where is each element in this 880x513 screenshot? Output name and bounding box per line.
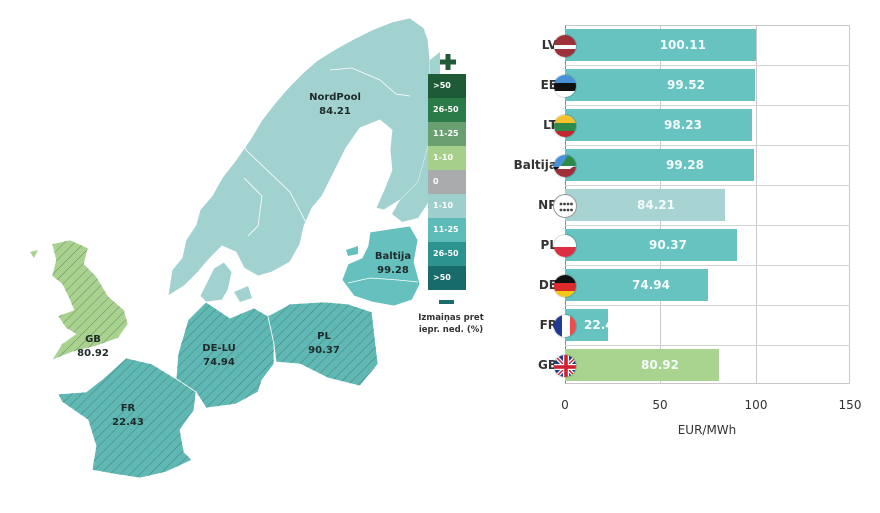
x-tick: 100: [744, 398, 768, 412]
label-gb: GB 80.92: [77, 333, 109, 361]
row-divider: [565, 305, 850, 306]
region-name: Baltija: [374, 251, 412, 262]
region-value: 84.21: [319, 106, 351, 117]
baltic-flag-icon: [553, 154, 577, 178]
region-value: 22.43: [112, 417, 144, 428]
legend-cell: 26-50: [428, 98, 466, 122]
latvia-flag-icon: [553, 34, 577, 58]
label-fr: FR 22.43: [112, 402, 144, 430]
region-value: 80.92: [77, 348, 109, 359]
bar-lv[interactable]: 100.11: [565, 29, 756, 61]
change-legend: >50 26-50 11-25 1-10 0 1-10 11-25 26-50 …: [428, 74, 466, 290]
legend-cell: 0: [428, 170, 466, 194]
price-bar-chart: LV 100.11 EE 99.52 LT 98.23 Baltija 99.2…: [500, 0, 880, 513]
category-label: NP: [538, 198, 557, 212]
bar-value-label: 74.94: [632, 278, 670, 292]
bar-row-lv: LV 100.11: [500, 25, 880, 65]
gridline-100: [756, 25, 757, 384]
row-divider: [565, 345, 850, 346]
region-value: 99.28: [377, 265, 409, 276]
region-name: FR: [120, 403, 136, 414]
uk-flag-icon: [553, 354, 577, 378]
row-divider: [565, 65, 850, 66]
minus-icon: [439, 300, 454, 304]
bar-row-fr: FR 22.4: [500, 305, 880, 345]
category-label: FR: [539, 318, 557, 332]
row-divider: [565, 185, 850, 186]
legend-caption-line: Izmaiņas pret: [418, 313, 484, 323]
legend-cell: 11-25: [428, 122, 466, 146]
x-tick: 50: [652, 398, 668, 412]
region-pl[interactable]: [267, 301, 379, 387]
bar-value-label: 22.4: [584, 318, 608, 332]
category-label: Baltija: [513, 158, 557, 172]
label-nordpool: NordPool 84.21: [309, 91, 361, 119]
legend-caption-line: iepr. ned. (%): [418, 325, 484, 335]
france-flag-icon: [553, 314, 577, 338]
poland-flag-icon: [553, 234, 577, 258]
row-divider: [565, 265, 850, 266]
bar-row-gb: GB 80.92: [500, 345, 880, 385]
category-label: PL: [540, 238, 557, 252]
row-divider: [565, 105, 850, 106]
germany-flag-icon: [553, 274, 577, 298]
bar-row-ee: EE 99.52: [500, 65, 880, 105]
label-baltija: Baltija 99.28: [375, 250, 411, 278]
plus-icon: [440, 54, 456, 70]
region-value: 74.94: [203, 357, 235, 368]
bar-row-pl: PL 90.37: [500, 225, 880, 265]
region-baltija[interactable]: [341, 225, 421, 307]
region-name: NordPool: [309, 92, 361, 103]
legend-cell: 1-10: [428, 146, 466, 170]
legend-cell: 11-25: [428, 218, 466, 242]
x-axis-label: EUR/MWh: [677, 423, 737, 437]
bar-row-de: DE 74.94: [500, 265, 880, 305]
category-label: EE: [540, 78, 557, 92]
region-name: DE-LU: [202, 343, 236, 354]
bar-value-label: 100.11: [659, 38, 706, 52]
bar-value-label: 90.37: [649, 238, 687, 252]
legend-caption: Izmaiņas pret iepr. ned. (%): [404, 312, 498, 336]
bar-np[interactable]: 84.21: [565, 189, 725, 221]
estonia-flag-icon: [553, 74, 577, 98]
bar-row-lt: LT 98.23: [500, 105, 880, 145]
bar-baltija[interactable]: 99.28: [565, 149, 754, 181]
region-gb[interactable]: [30, 239, 129, 361]
bar-gb[interactable]: 80.92: [565, 349, 719, 381]
label-pl: PL 90.37: [308, 330, 340, 358]
bar-row-baltija: Baltija 99.28: [500, 145, 880, 185]
legend-cell: 26-50: [428, 242, 466, 266]
bar-value-label: 98.23: [664, 118, 702, 132]
x-tick: 150: [838, 398, 862, 412]
region-name: PL: [317, 331, 331, 342]
region-de-lu[interactable]: [175, 301, 275, 409]
region-fr[interactable]: [57, 357, 197, 479]
x-tick: 0: [561, 398, 569, 412]
legend-cell: >50: [428, 266, 466, 290]
category-label: GB: [538, 358, 557, 372]
bar-de[interactable]: 74.94: [565, 269, 708, 301]
legend-cell: >50: [428, 74, 466, 98]
bar-value-label: 99.52: [667, 78, 705, 92]
row-divider: [565, 145, 850, 146]
row-divider: [565, 225, 850, 226]
bar-value-label: 99.28: [666, 158, 704, 172]
bar-pl[interactable]: 90.37: [565, 229, 737, 261]
nordpool-logo-icon: [553, 194, 577, 218]
category-label: DE: [538, 278, 557, 292]
bar-lt[interactable]: 98.23: [565, 109, 752, 141]
europe-map-svg: [30, 17, 440, 479]
label-de-lu: DE-LU 74.94: [202, 342, 235, 370]
bar-value-label: 84.21: [637, 198, 675, 212]
region-name: GB: [85, 334, 101, 345]
bar-ee[interactable]: 99.52: [565, 69, 755, 101]
lithuania-flag-icon: [553, 114, 577, 138]
bar-value-label: 80.92: [641, 358, 679, 372]
price-map: NordPool 84.21 Baltija 99.28 GB 80.92 DE…: [30, 17, 440, 479]
region-value: 90.37: [308, 345, 340, 356]
legend-cell: 1-10: [428, 194, 466, 218]
bar-row-np: NP 84.21: [500, 185, 880, 225]
